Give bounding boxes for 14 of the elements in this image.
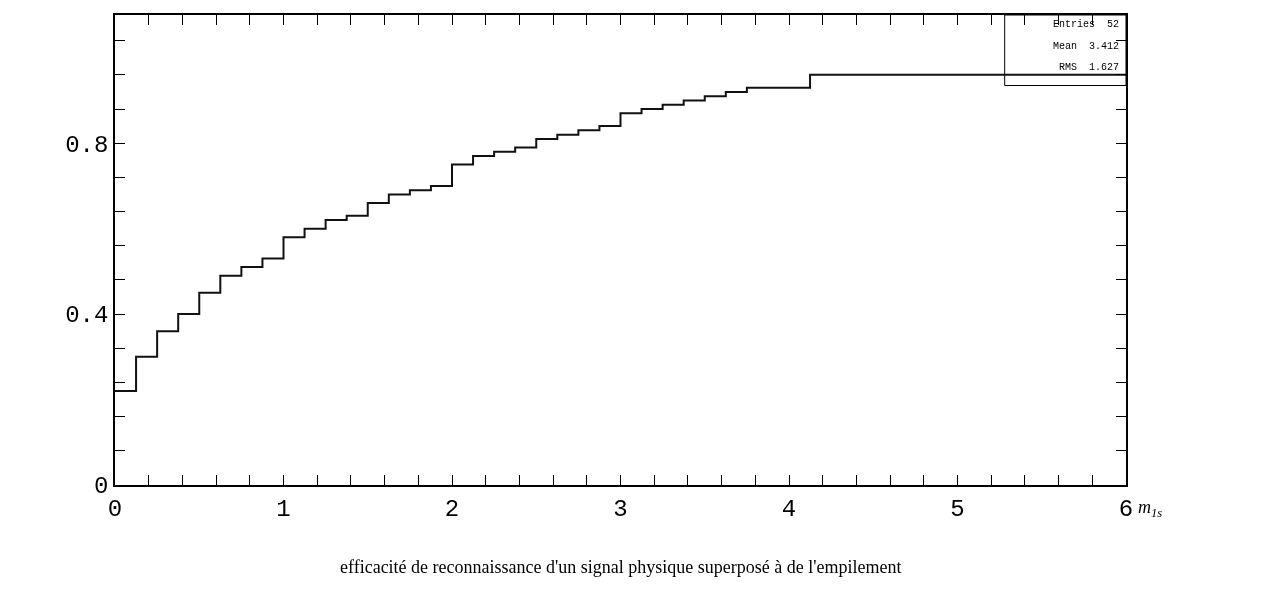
x-axis-title: m$_{1s}$: [1138, 497, 1163, 520]
y-tick-label: 0: [94, 473, 109, 501]
x-tick-label: 3: [613, 495, 628, 523]
annotation: Mean 3.412: [1053, 41, 1120, 52]
text: efficacité de reconnaissance d'un signal physique superposé à de l'empilement: [340, 557, 902, 577]
x-tick-label: 4: [781, 495, 797, 523]
y-tick-label: 0.4: [65, 302, 109, 330]
annotation: Entries 52: [1053, 19, 1120, 30]
x-tick-label: 6: [1118, 495, 1134, 523]
y-tick-label: 0.8: [65, 131, 109, 159]
x-tick-label: 2: [444, 495, 460, 523]
annotation: RMS 1.627: [1059, 62, 1120, 73]
x-tick-label: 5: [950, 495, 965, 523]
x-tick-label: 1: [276, 495, 291, 523]
